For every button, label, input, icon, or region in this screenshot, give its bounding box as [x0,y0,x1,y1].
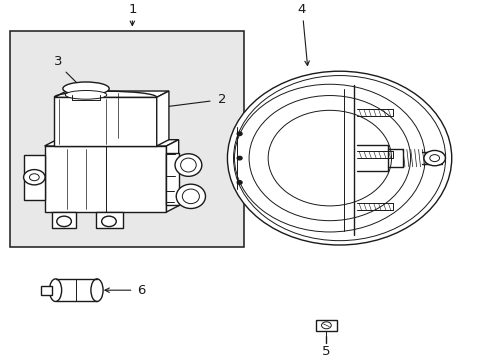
Ellipse shape [233,76,445,241]
Circle shape [102,216,116,226]
Polygon shape [52,212,76,228]
Bar [10,31,244,247]
Ellipse shape [175,154,202,176]
Ellipse shape [182,189,199,204]
Ellipse shape [63,82,109,95]
Circle shape [23,170,45,185]
Ellipse shape [227,71,451,245]
Ellipse shape [176,184,205,208]
Circle shape [429,155,439,162]
Text: 2: 2 [217,93,226,106]
Ellipse shape [267,110,391,206]
Polygon shape [54,91,168,97]
Circle shape [29,174,39,181]
Polygon shape [44,140,178,146]
Circle shape [423,150,445,166]
Circle shape [237,181,242,184]
Polygon shape [96,212,122,228]
Circle shape [321,322,330,329]
Circle shape [57,216,71,226]
Text: 4: 4 [297,3,305,16]
Ellipse shape [91,279,103,301]
Polygon shape [54,97,157,146]
Ellipse shape [65,90,106,99]
Text: 5: 5 [322,345,330,358]
Circle shape [237,156,242,160]
Text: 1: 1 [128,3,136,16]
Polygon shape [24,155,44,200]
Polygon shape [166,153,178,205]
Polygon shape [166,140,178,212]
Ellipse shape [180,158,196,172]
Bar [315,320,336,331]
Text: 6: 6 [137,284,145,297]
Ellipse shape [234,84,424,232]
Bar [41,286,52,294]
Circle shape [237,132,242,135]
Text: 3: 3 [54,55,62,68]
Ellipse shape [49,279,61,301]
Polygon shape [44,146,166,212]
Ellipse shape [248,95,410,221]
Polygon shape [157,91,168,146]
